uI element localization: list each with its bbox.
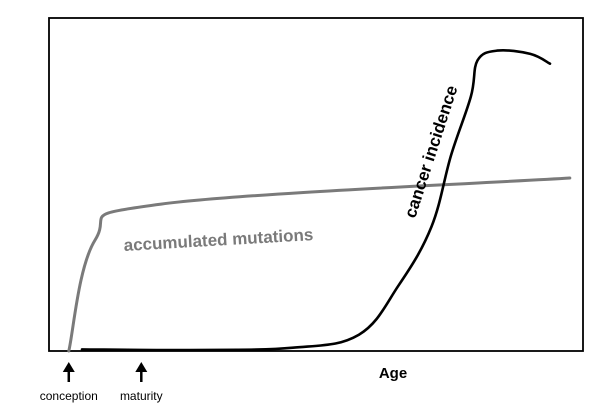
series-line-accumulated-mutations — [67, 176, 572, 353]
arrow-icon-conception — [62, 362, 75, 382]
arrow-icon-maturity — [135, 362, 148, 382]
annotation-maturity: maturity — [120, 389, 163, 403]
series-line-cancer-incidence — [80, 49, 552, 352]
series-label-accumulated-mutations: accumulated mutations — [123, 225, 314, 255]
plot-frame — [48, 17, 584, 352]
annotation-conception: conception — [40, 389, 98, 403]
x-axis-label: Age — [379, 365, 407, 382]
